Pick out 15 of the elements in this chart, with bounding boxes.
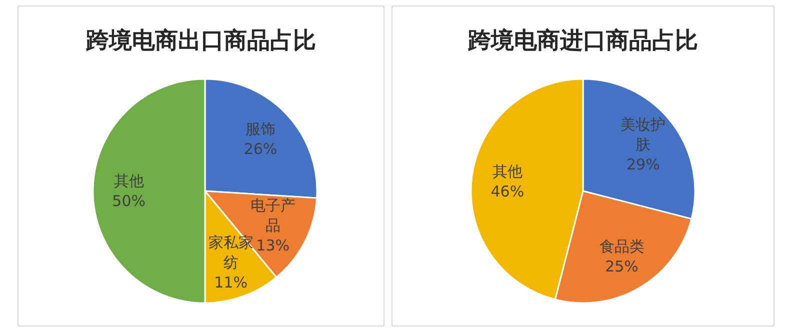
chart-title: 跨境电商进口商品占比: [467, 27, 698, 54]
data-label: 29%: [626, 155, 660, 174]
slice-label: 电子产品: [250, 196, 296, 235]
chart-title: 跨境电商出口商品占比: [85, 27, 316, 54]
slice-label: 食品类: [599, 238, 644, 256]
data-label: 25%: [605, 258, 638, 276]
data-label: 46%: [490, 182, 524, 200]
data-label: 13%: [256, 236, 290, 255]
slice-label: 其他: [114, 172, 144, 190]
data-label: 26%: [244, 140, 278, 158]
data-label: 11%: [214, 274, 248, 292]
slice-label: 其他: [492, 162, 522, 180]
data-label: 50%: [112, 192, 146, 210]
slice-label: 美妆护肤: [620, 115, 666, 154]
slice-label: 服饰: [246, 120, 276, 138]
